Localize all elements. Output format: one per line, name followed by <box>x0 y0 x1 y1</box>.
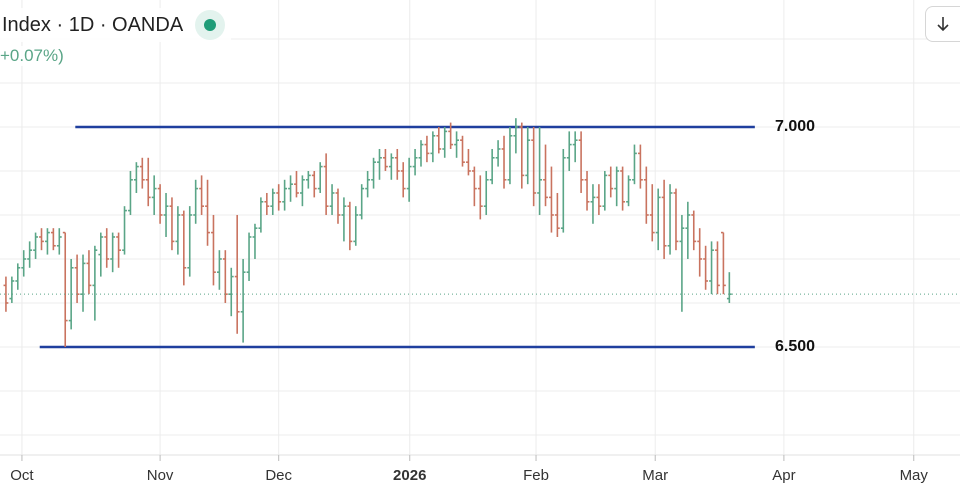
chart-title: Index · 1D · OANDA <box>2 13 184 36</box>
x-tick-label: Apr <box>772 467 795 484</box>
x-tick-label: Nov <box>147 467 174 484</box>
x-tick-label: Oct <box>10 467 34 484</box>
price-change: +0.07%) <box>0 46 68 66</box>
x-tick-label: Dec <box>265 467 292 484</box>
header: Index · 1D · OANDA <box>0 8 232 42</box>
market-status[interactable] <box>195 10 226 40</box>
x-tick-label: Feb <box>523 467 549 484</box>
download-icon <box>937 17 949 32</box>
x-tick-label: May <box>900 467 929 484</box>
level-label: 6.500 <box>775 338 815 355</box>
status-dot <box>204 19 217 31</box>
x-tick-label: Mar <box>642 467 668 484</box>
level-label: 7.000 <box>775 118 815 135</box>
download-button[interactable] <box>925 6 960 42</box>
x-tick-label: 2026 <box>393 467 426 484</box>
